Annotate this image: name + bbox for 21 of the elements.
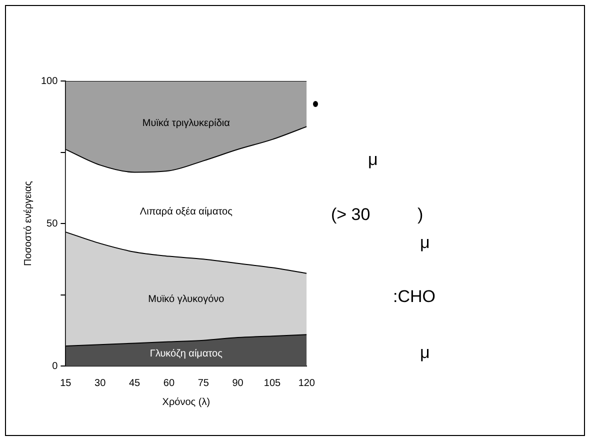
y-tick-label: 50	[46, 218, 58, 230]
text: μ	[420, 343, 430, 363]
x-tick-label: 90	[232, 378, 244, 389]
x-tick-label: 30	[94, 378, 106, 389]
series-label: Λιπαρά οξέα αίματος	[140, 206, 233, 218]
y-tick-label: 0	[52, 360, 58, 372]
x-tick-label: 45	[128, 378, 141, 389]
series-label: Γλυκόζη αίματος	[150, 348, 223, 360]
x-tick-label: 75	[198, 378, 210, 389]
y-tick-label: 100	[40, 76, 58, 87]
x-tick-label: 60	[163, 378, 175, 389]
x-tick-label: 15	[60, 378, 72, 389]
y-axis-title: Ποσοστό ενέργειας	[22, 180, 34, 266]
x-tick-label: 105	[264, 378, 282, 389]
series-label: Μυϊκό γλυκογόνο	[148, 294, 225, 306]
x-axis-title: Χρόνος (λ)	[162, 396, 210, 408]
text: :CHO	[393, 287, 436, 307]
text: μ	[368, 150, 378, 170]
text: μ	[420, 233, 430, 253]
x-tick-label: 120	[298, 378, 316, 389]
text: (> 30 )	[331, 205, 424, 225]
